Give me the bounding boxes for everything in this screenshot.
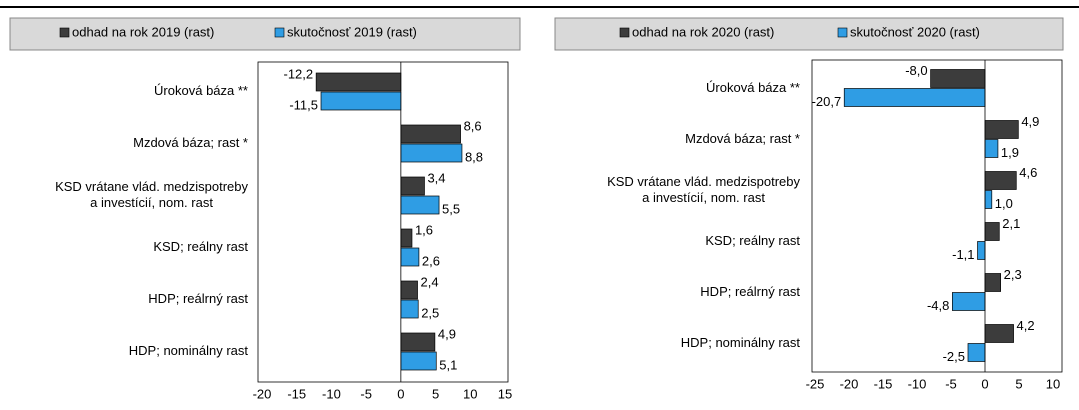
legend-swatch — [837, 27, 848, 38]
category-label: HDP; reálrný rast — [700, 283, 800, 299]
value-label: 4,9 — [438, 326, 456, 341]
legend-swatch — [274, 27, 285, 38]
bar — [984, 324, 1014, 343]
category-label: HDP; reálrný rast — [148, 291, 248, 306]
category-label: KSD; reálny rast — [153, 239, 248, 254]
bar — [315, 72, 402, 92]
value-label: -4,8 — [927, 298, 949, 313]
bar — [400, 143, 463, 163]
bar — [984, 139, 999, 158]
value-label: 1,0 — [995, 196, 1013, 211]
x-tick-label: -10 — [908, 376, 927, 391]
bar — [843, 88, 986, 107]
legend-swatch — [619, 27, 630, 38]
bar — [400, 351, 437, 371]
bar — [400, 124, 461, 144]
bar — [984, 273, 1001, 292]
plot-frame — [257, 61, 509, 383]
category-label: HDP; nominálny rast — [128, 343, 248, 358]
category-label: KSD vrátane vlád. medzispotreby a invest… — [55, 179, 248, 210]
value-label: 1,6 — [415, 222, 433, 237]
bar — [400, 332, 436, 352]
bar — [400, 195, 440, 215]
bar — [320, 91, 402, 111]
bar — [984, 190, 993, 209]
value-label: 4,2 — [1017, 318, 1035, 333]
value-label: 2,5 — [421, 305, 439, 320]
category-label: KSD; reálny rast — [705, 232, 800, 248]
x-tick-label: 10 — [463, 386, 477, 401]
bar — [952, 292, 986, 311]
value-label: 5,5 — [442, 201, 460, 216]
value-label: 2,4 — [421, 274, 439, 289]
bar — [984, 171, 1017, 190]
value-label: 4,6 — [1019, 165, 1037, 180]
value-label: 2,1 — [1002, 216, 1020, 231]
bar — [400, 247, 420, 267]
x-tick-label: 0 — [397, 386, 404, 401]
value-label: 8,8 — [465, 149, 483, 164]
value-label: -11,5 — [289, 97, 318, 112]
category-label: Mzdová báza; rast * — [685, 130, 800, 146]
value-label: 1,9 — [1001, 145, 1019, 160]
value-label: 4,9 — [1021, 114, 1039, 129]
x-tick-label: -20 — [253, 386, 272, 401]
value-label: 8,6 — [464, 118, 482, 133]
x-tick-label: 5 — [432, 386, 439, 401]
legend-label: odhad na rok 2020 (rast) — [632, 24, 774, 39]
legend-box — [554, 17, 1064, 51]
x-tick-label: 0 — [981, 376, 988, 391]
category-label: Úroková báza ** — [706, 79, 800, 95]
value-label: 2,6 — [422, 253, 440, 268]
legend-swatch — [59, 27, 70, 38]
bar — [967, 343, 986, 362]
bar — [400, 280, 418, 300]
category-label: Mzdová báza; rast * — [133, 135, 248, 150]
x-tick-label: 5 — [1015, 376, 1022, 391]
x-tick-label: 15 — [498, 386, 512, 401]
x-tick-label: -5 — [945, 376, 957, 391]
legend-label: odhad na rok 2019 (rast) — [72, 24, 214, 39]
value-label: -8,0 — [905, 63, 927, 78]
x-tick-label: -25 — [806, 376, 825, 391]
value-label: -2,5 — [943, 349, 965, 364]
value-label: 2,3 — [1004, 267, 1022, 282]
category-label: HDP; nominálny rast — [680, 334, 800, 350]
value-label: -1,1 — [952, 247, 974, 262]
x-tick-label: -20 — [840, 376, 859, 391]
bar — [984, 222, 1000, 241]
bar — [984, 120, 1019, 139]
category-label: Úroková báza ** — [154, 83, 248, 98]
value-label: -20,7 — [812, 94, 842, 109]
bar — [977, 241, 986, 260]
value-label: 3,4 — [427, 170, 445, 185]
value-label: 5,1 — [439, 357, 457, 372]
bar — [400, 299, 419, 319]
bar — [400, 176, 425, 196]
bar — [400, 228, 413, 248]
value-label: -12,2 — [284, 66, 314, 81]
header-strip — [0, 0, 1079, 6]
bar — [930, 69, 986, 88]
plot-frame — [811, 59, 1063, 373]
x-tick-label: 10 — [1046, 376, 1060, 391]
category-label: KSD vrátane vlád. medzispotreby a invest… — [607, 173, 800, 205]
x-tick-label: -10 — [322, 386, 341, 401]
legend-box — [9, 17, 521, 51]
x-tick-label: -15 — [874, 376, 893, 391]
x-tick-label: -15 — [287, 386, 306, 401]
legend-label: skutočnosť 2020 (rast) — [850, 24, 980, 39]
legend-label: skutočnosť 2019 (rast) — [287, 24, 417, 39]
x-tick-label: -5 — [360, 386, 372, 401]
